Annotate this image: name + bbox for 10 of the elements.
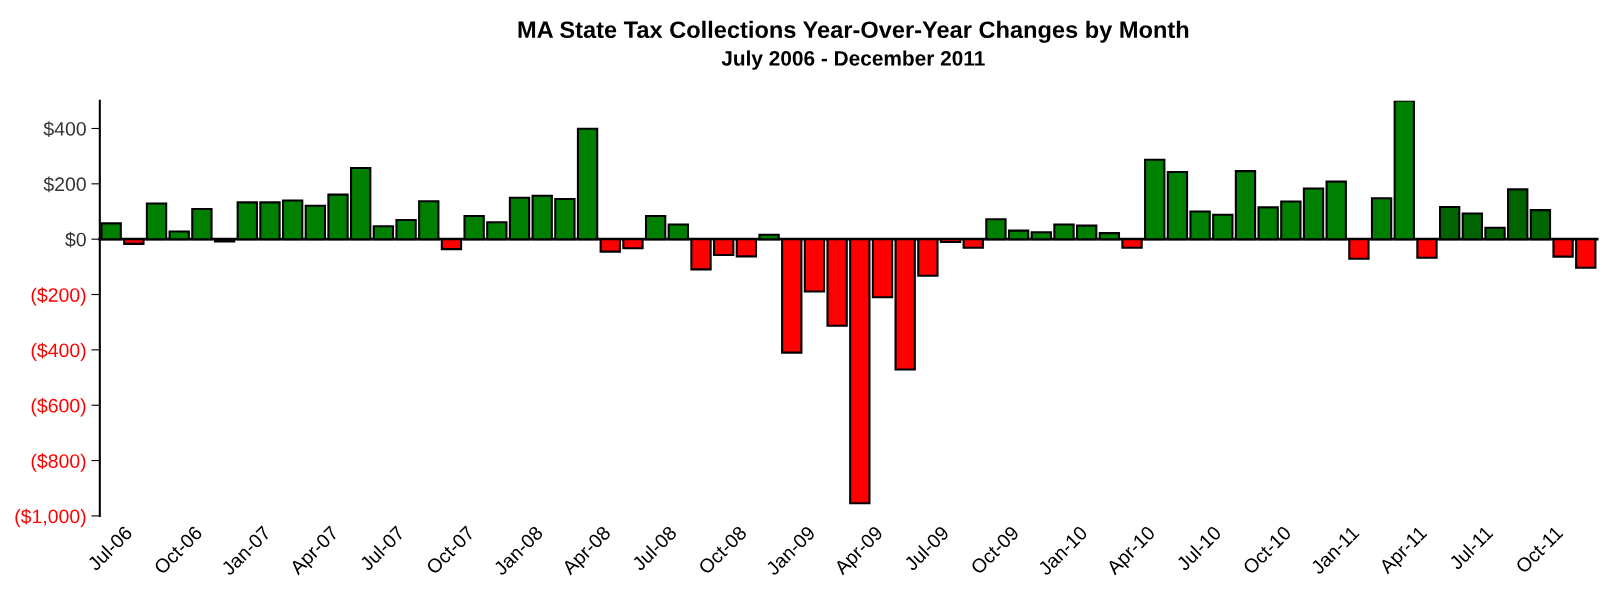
y-tick-label: ($800) [31, 453, 86, 472]
y-tick-label: ($200) [31, 287, 86, 306]
chart-title: MA State Tax Collections Year-Over-Year Changes by Month [518, 20, 1189, 43]
y-tick-label: $400 [43, 121, 86, 137]
y-tick-label: ($400) [31, 342, 86, 362]
y-tick-label: ($1,000) [15, 508, 86, 528]
y-tick-label: $0 [65, 231, 86, 248]
y-tick-label: $200 [43, 176, 86, 193]
chart-subtitle: July 2006 - December 2011 [721, 50, 985, 70]
y-tick-label: ($600) [31, 398, 86, 417]
